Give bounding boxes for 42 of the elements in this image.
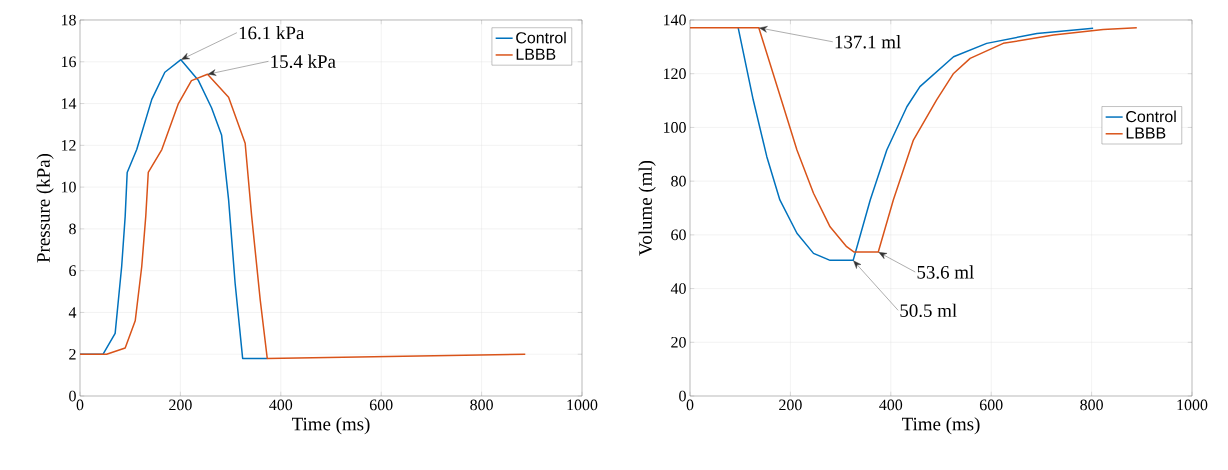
y-tick-label: 10: [61, 181, 76, 193]
annotation: 53.6 ml: [917, 265, 974, 279]
y-axis-title: Volume (ml): [638, 160, 656, 256]
annotation: 15.4 kPa: [271, 54, 336, 69]
x-tick-label: 200: [779, 399, 802, 411]
legend-label: LBBB: [516, 48, 556, 60]
legend-label: LBBB: [1126, 127, 1166, 139]
legend-label: Control: [516, 31, 566, 44]
y-tick-label: 0: [69, 390, 76, 402]
y-tick-label: 120: [663, 68, 686, 80]
y-tick-label: 140: [663, 14, 686, 26]
annotation: 137.1 ml: [835, 35, 901, 49]
y-tick-label: 20: [671, 336, 686, 348]
x-tick-label: 200: [169, 399, 192, 411]
y-axis-title: Pressure (kPa): [36, 153, 54, 263]
y-tick-label: 14: [61, 98, 77, 109]
x-tick-label: 400: [269, 399, 293, 411]
y-tick-label: 18: [61, 14, 76, 26]
x-tick-label: 800: [470, 399, 493, 411]
y-tick-label: 4: [68, 307, 77, 318]
x-axis-title: Time (ms): [291, 417, 370, 435]
y-tick-label: 2: [69, 348, 76, 360]
annotation: 16.1 kPa: [239, 25, 305, 40]
x-tick-label: 600: [369, 399, 393, 411]
x-tick-label: 0: [686, 399, 694, 411]
x-tick-label: 600: [979, 399, 1003, 411]
y-tick-label: 16: [61, 56, 77, 68]
y-tick-label: 6: [69, 265, 77, 277]
x-tick-label: 1000: [1177, 399, 1208, 411]
legend-label: Control: [1126, 110, 1176, 123]
x-tick-label: 1000: [567, 399, 598, 411]
y-tick-label: 100: [663, 122, 686, 133]
y-tick-label: 60: [671, 229, 686, 241]
y-tick-label: 12: [61, 140, 76, 151]
y-tick-label: 0: [679, 390, 686, 402]
y-tick-label: 8: [69, 223, 76, 235]
x-axis-title: Time (ms): [902, 417, 980, 435]
x-tick-label: 800: [1080, 399, 1103, 411]
annotation: 50.5 ml: [900, 303, 957, 318]
y-tick-label: 80: [671, 175, 686, 187]
x-tick-label: 400: [879, 399, 903, 411]
y-tick-label: 40: [670, 283, 686, 294]
